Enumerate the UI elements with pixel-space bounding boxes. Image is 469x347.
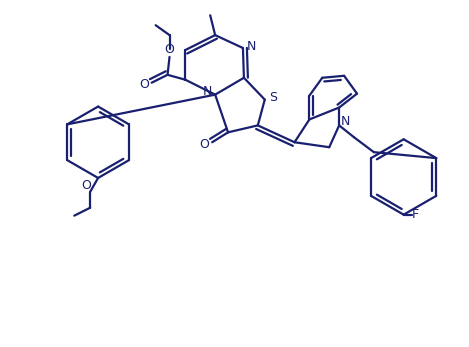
Text: O: O [81, 179, 91, 192]
Text: O: O [139, 78, 149, 91]
Text: N: N [203, 85, 212, 98]
Text: S: S [269, 91, 277, 104]
Text: N: N [247, 40, 257, 52]
Text: F: F [412, 208, 419, 221]
Text: O: O [165, 42, 174, 56]
Text: N: N [340, 115, 350, 128]
Text: O: O [199, 138, 209, 151]
